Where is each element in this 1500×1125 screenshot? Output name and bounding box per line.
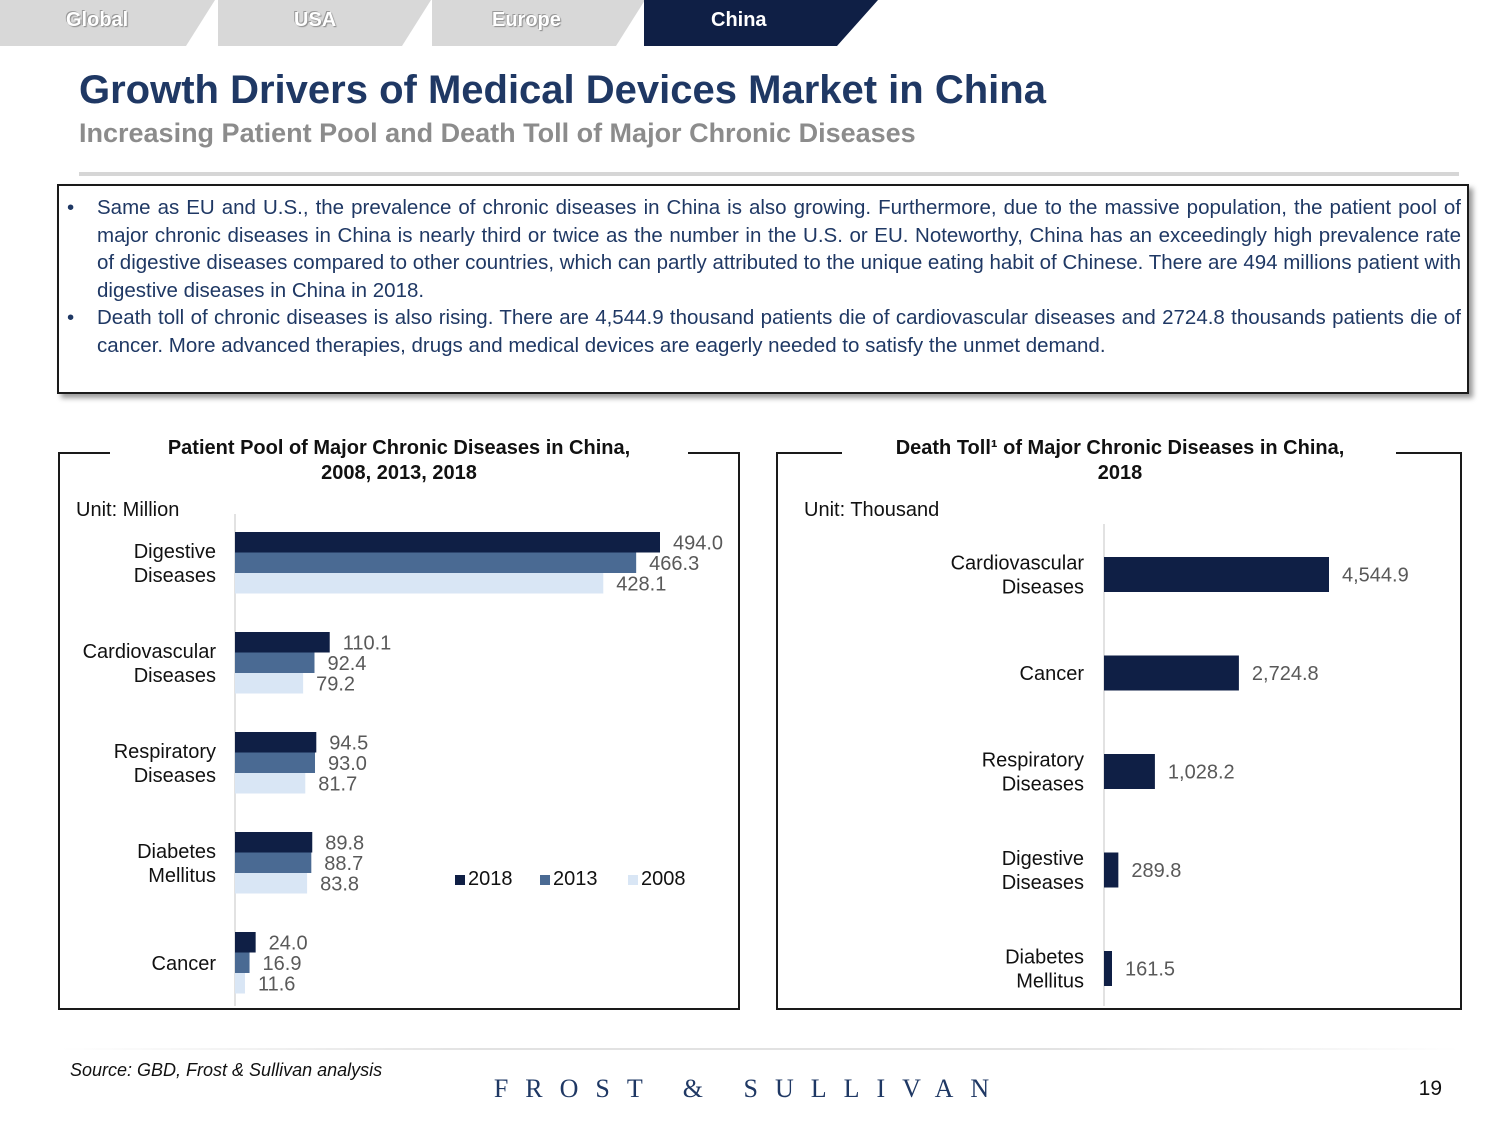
bar xyxy=(1104,852,1119,888)
summary-bullet: Death toll of chronic diseases is also r… xyxy=(67,304,1461,359)
category-label: Diseases xyxy=(134,565,216,587)
bar xyxy=(235,752,316,773)
category-label: Diabetes xyxy=(137,841,216,863)
data-label: 161.5 xyxy=(1125,959,1175,981)
tab-china-shape[interactable] xyxy=(642,0,882,48)
bar xyxy=(235,852,312,873)
bar xyxy=(235,952,250,973)
category-label: Mellitus xyxy=(148,865,216,887)
category-label: Diseases xyxy=(1002,577,1084,599)
tab-global[interactable]: Global xyxy=(66,9,129,31)
data-label: 94.5 xyxy=(329,732,368,754)
legend-label: 2013 xyxy=(553,868,598,890)
data-label: 92.4 xyxy=(327,653,366,675)
bar xyxy=(1104,754,1155,789)
category-label: Respiratory xyxy=(982,750,1084,772)
panel-border xyxy=(776,452,842,454)
data-label: 93.0 xyxy=(328,753,367,775)
panel-border xyxy=(688,452,740,454)
patient-pool-unit: Unit: Million xyxy=(76,499,180,521)
tab-europe-shape[interactable] xyxy=(428,0,648,48)
legend-label: 2018 xyxy=(468,868,513,890)
data-label: 89.8 xyxy=(325,832,364,854)
category-label: Cardiovascular xyxy=(83,641,217,663)
bar xyxy=(235,932,256,953)
data-label: 289.8 xyxy=(1131,860,1181,882)
data-label: 81.7 xyxy=(318,773,357,795)
death-toll-unit: Unit: Thousand xyxy=(804,499,940,521)
data-label: 79.2 xyxy=(316,673,355,695)
data-label: 428.1 xyxy=(616,573,666,595)
page-subtitle: Increasing Patient Pool and Death Toll o… xyxy=(79,118,916,148)
category-label: Mellitus xyxy=(1016,971,1084,993)
category-label: Cancer xyxy=(1020,663,1085,685)
death-toll-panel xyxy=(776,452,1462,1010)
bar xyxy=(235,552,637,573)
category-label: Cancer xyxy=(152,953,217,975)
bar xyxy=(235,673,304,694)
category-label: Diseases xyxy=(1002,774,1084,796)
bar xyxy=(1104,557,1329,592)
data-label: 2,724.8 xyxy=(1252,663,1319,685)
chart-title-line: 2008, 2013, 2018 xyxy=(321,462,477,484)
data-label: 88.7 xyxy=(324,853,363,875)
data-label: 1,028.2 xyxy=(1168,762,1235,784)
bar xyxy=(235,732,317,753)
category-label: Diabetes xyxy=(1005,947,1084,969)
category-label: Diseases xyxy=(134,665,216,687)
bar xyxy=(235,532,660,553)
summary-bullet: Same as EU and U.S., the prevalence of c… xyxy=(67,194,1461,304)
category-label: Diseases xyxy=(134,765,216,787)
data-label: 11.6 xyxy=(258,973,295,995)
patient-pool-chart-title: Patient Pool of Major Chronic Diseases i… xyxy=(118,436,680,486)
bar xyxy=(235,873,308,894)
data-label: 4,544.9 xyxy=(1342,565,1409,587)
data-label: 494.0 xyxy=(673,532,723,554)
region-tabs: Global USA Europe China xyxy=(0,0,900,48)
panel-border xyxy=(1396,452,1462,454)
data-label: 83.8 xyxy=(320,873,359,895)
category-label: Diseases xyxy=(1002,872,1084,894)
data-label: 24.0 xyxy=(269,932,308,954)
patient-pool-chart: DigestiveDiseases494.0466.3428.1Cardiova… xyxy=(83,514,723,1006)
bar xyxy=(1104,951,1112,986)
data-label: 110.1 xyxy=(343,632,392,654)
death-toll-chart-title: Death Toll¹ of Major Chronic Diseases in… xyxy=(850,436,1390,486)
category-label: Cardiovascular xyxy=(951,553,1085,575)
data-label: 16.9 xyxy=(263,953,302,975)
chart-title-line: 2018 xyxy=(1097,462,1143,484)
bar xyxy=(235,573,604,594)
page-number: 19 xyxy=(1418,1077,1442,1100)
brand-logo: FROST & SULLIVAN xyxy=(493,1074,1007,1103)
legend-swatch xyxy=(628,875,638,885)
footer-divider xyxy=(60,1048,1460,1050)
tab-global-shape[interactable] xyxy=(0,0,220,48)
data-label: 466.3 xyxy=(649,553,699,575)
tab-china[interactable]: China xyxy=(711,9,767,31)
page-title: Growth Drivers of Medical Devices Market… xyxy=(79,68,1046,112)
bar xyxy=(235,832,313,853)
panel-border xyxy=(58,452,110,454)
legend-label: 2008 xyxy=(641,868,686,890)
tab-europe[interactable]: Europe xyxy=(492,9,561,31)
bar xyxy=(235,652,315,673)
chart-title-line: Death Toll¹ of Major Chronic Diseases in… xyxy=(895,437,1345,459)
title-divider xyxy=(79,172,1459,176)
category-label: Respiratory xyxy=(114,741,216,763)
category-label: Digestive xyxy=(1002,848,1084,870)
summary-box: Same as EU and U.S., the prevalence of c… xyxy=(57,184,1469,394)
chart-title-line: Patient Pool of Major Chronic Diseases i… xyxy=(167,437,631,459)
bar xyxy=(235,632,330,653)
bar xyxy=(1104,655,1239,691)
legend-swatch xyxy=(455,875,465,885)
tab-usa-shape[interactable] xyxy=(214,0,434,48)
patient-pool-panel xyxy=(58,452,740,1010)
source-note: Source: GBD, Frost & Sullivan analysis xyxy=(70,1060,383,1080)
legend-swatch xyxy=(540,875,550,885)
tab-usa[interactable]: USA xyxy=(294,9,337,31)
category-label: Digestive xyxy=(134,541,216,563)
bar xyxy=(235,773,306,794)
bar xyxy=(235,973,245,994)
